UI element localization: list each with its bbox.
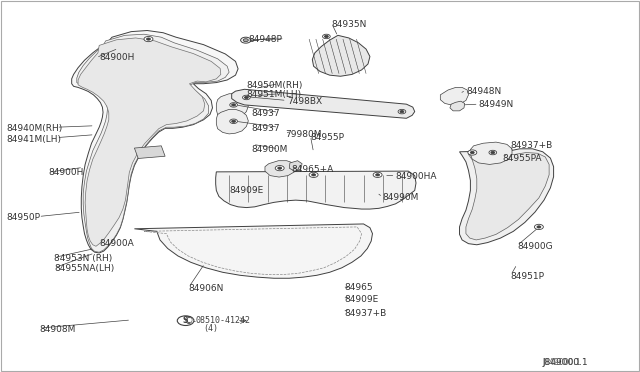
Circle shape	[230, 103, 237, 107]
Polygon shape	[460, 149, 554, 245]
Circle shape	[243, 39, 248, 42]
Text: 84909E: 84909E	[344, 295, 379, 304]
Text: 84965: 84965	[344, 283, 373, 292]
Circle shape	[232, 120, 236, 122]
Text: 84950M(RH): 84950M(RH)	[246, 81, 303, 90]
Text: 84955NA(LH): 84955NA(LH)	[54, 264, 115, 273]
Circle shape	[232, 104, 236, 106]
Text: S: S	[183, 316, 188, 325]
Polygon shape	[232, 89, 415, 118]
Polygon shape	[466, 153, 549, 240]
Polygon shape	[78, 38, 221, 246]
Circle shape	[144, 36, 153, 42]
Circle shape	[177, 316, 194, 326]
Text: J849000.1: J849000.1	[543, 358, 588, 367]
Text: 84909E: 84909E	[229, 186, 264, 195]
Polygon shape	[77, 34, 229, 252]
Polygon shape	[134, 146, 165, 158]
Circle shape	[147, 38, 150, 40]
Circle shape	[470, 151, 474, 154]
Text: 84908M: 84908M	[40, 325, 76, 334]
Text: (4): (4)	[204, 324, 218, 333]
Circle shape	[491, 151, 495, 154]
Text: 84955P: 84955P	[310, 133, 344, 142]
Polygon shape	[265, 161, 296, 177]
Text: 7498BX: 7498BX	[287, 97, 322, 106]
Circle shape	[312, 174, 316, 176]
Polygon shape	[216, 171, 416, 209]
Circle shape	[324, 35, 328, 38]
Polygon shape	[134, 224, 372, 278]
Circle shape	[534, 224, 543, 230]
Circle shape	[309, 172, 318, 177]
Circle shape	[400, 110, 404, 113]
Circle shape	[376, 174, 380, 176]
Text: 84935N: 84935N	[332, 20, 367, 29]
Polygon shape	[72, 31, 238, 253]
Circle shape	[241, 37, 251, 43]
Text: 84941M(LH): 84941M(LH)	[6, 135, 61, 144]
Text: 84953N (RH): 84953N (RH)	[54, 254, 113, 263]
Text: 84965+A: 84965+A	[291, 165, 333, 174]
Polygon shape	[216, 94, 248, 120]
Text: 84948N: 84948N	[466, 87, 501, 96]
Text: 84900M: 84900M	[252, 145, 288, 154]
Text: 84937+B: 84937+B	[511, 141, 553, 150]
Polygon shape	[470, 142, 512, 164]
Text: 84900H: 84900H	[99, 53, 134, 62]
Circle shape	[323, 34, 330, 39]
Circle shape	[373, 172, 382, 177]
Text: J849000.1: J849000.1	[543, 358, 581, 367]
Text: 79980M: 79980M	[285, 130, 321, 139]
Text: 84906N: 84906N	[189, 284, 224, 293]
Text: 84900HA: 84900HA	[396, 172, 437, 181]
Circle shape	[489, 150, 497, 155]
Circle shape	[230, 119, 237, 124]
Circle shape	[278, 167, 282, 169]
Polygon shape	[450, 101, 465, 111]
Circle shape	[244, 96, 248, 99]
Polygon shape	[312, 35, 370, 76]
Text: 84937: 84937	[252, 109, 280, 118]
Text: 84940M(RH): 84940M(RH)	[6, 124, 63, 133]
Text: 84900A: 84900A	[99, 239, 134, 248]
Text: 84900H: 84900H	[48, 169, 83, 177]
Text: ©: ©	[183, 316, 193, 326]
Text: 84900G: 84900G	[517, 242, 553, 251]
Text: 84951P: 84951P	[511, 272, 545, 280]
Circle shape	[468, 150, 477, 155]
Text: 84937: 84937	[252, 124, 280, 133]
Text: 84949N: 84949N	[479, 100, 514, 109]
Text: 84950P: 84950P	[6, 213, 40, 222]
Text: 84955PA: 84955PA	[502, 154, 542, 163]
Circle shape	[398, 109, 406, 114]
Circle shape	[537, 226, 541, 228]
Text: 84990M: 84990M	[383, 193, 419, 202]
Polygon shape	[440, 87, 468, 105]
Polygon shape	[289, 161, 302, 171]
Polygon shape	[216, 109, 248, 134]
Circle shape	[275, 166, 284, 171]
Text: 84948P: 84948P	[248, 35, 282, 44]
Text: 84937+B: 84937+B	[344, 309, 387, 318]
Circle shape	[243, 95, 250, 100]
Text: 08510-41242: 08510-41242	[195, 316, 250, 325]
Text: 84951M(LH): 84951M(LH)	[246, 90, 301, 99]
